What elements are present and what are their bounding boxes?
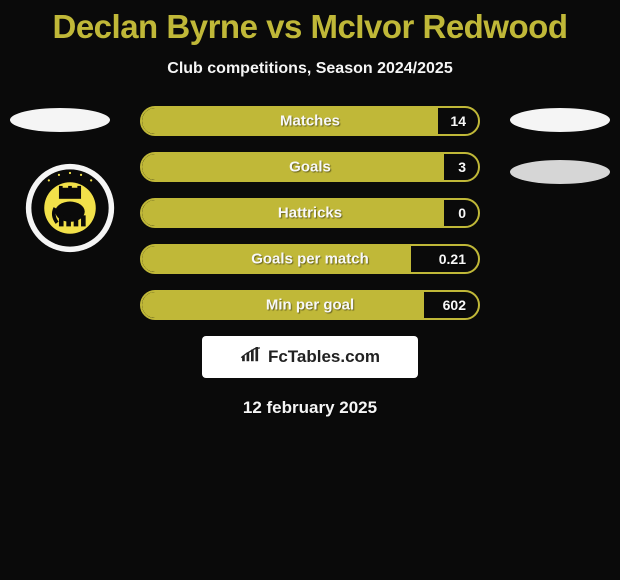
stat-label: Goals per match <box>251 251 369 268</box>
stat-label: Hattricks <box>278 205 342 222</box>
player-right-oval-1 <box>510 108 610 132</box>
stat-bar: Matches 14 <box>140 106 480 136</box>
brand-plate: FcTables.com <box>202 336 418 378</box>
stat-label: Min per goal <box>266 297 354 314</box>
stat-value: 3 <box>458 159 466 175</box>
stat-label: Matches <box>280 113 340 130</box>
subtitle: Club competitions, Season 2024/2025 <box>0 60 620 78</box>
stat-value: 14 <box>450 113 466 129</box>
snapshot-date: 12 february 2025 <box>0 398 620 418</box>
page-title: Declan Byrne vs McIvor Redwood <box>0 0 620 46</box>
stat-bar: Goals 3 <box>140 152 480 182</box>
stat-bar: Hattricks 0 <box>140 198 480 228</box>
stats-bar-list: Matches 14 Goals 3 Hattricks 0 Goals per… <box>140 106 480 320</box>
stat-value: 602 <box>443 297 466 313</box>
player-left-oval <box>10 108 110 132</box>
brand-text: FcTables.com <box>268 347 380 367</box>
stat-bar: Min per goal 602 <box>140 290 480 320</box>
stat-label: Goals <box>289 159 331 176</box>
club-badge-icon <box>24 162 116 254</box>
barchart-icon <box>240 347 262 368</box>
stat-value: 0.21 <box>439 251 466 267</box>
comparison-panel: Matches 14 Goals 3 Hattricks 0 Goals per… <box>0 106 620 418</box>
stat-value: 0 <box>458 205 466 221</box>
stat-bar: Goals per match 0.21 <box>140 244 480 274</box>
player-right-oval-2 <box>510 160 610 184</box>
